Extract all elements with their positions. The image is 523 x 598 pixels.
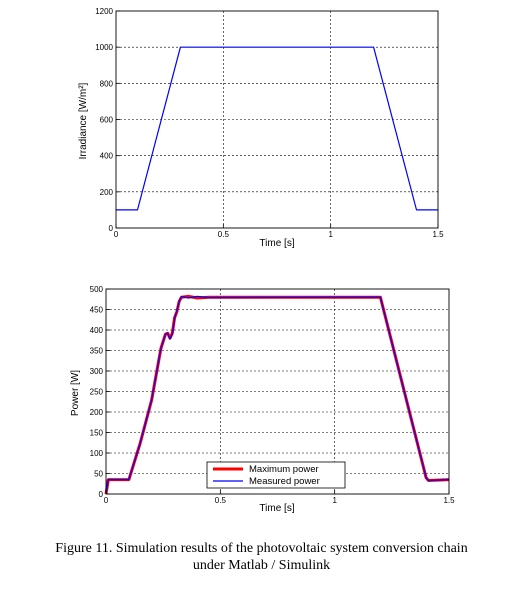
power-x-tick-label: 0.5 [215,496,227,505]
power-plot-border [105,288,450,495]
irradiance-y-tick-label: 400 [100,152,114,161]
irradiance-x-tick-label: 1.5 [432,230,444,239]
irradiance-y-tick-label: 1000 [95,43,113,52]
irradiance-y-tick-label: 1200 [95,7,113,16]
top-y-axis-label: Irradiance [W/m²] [78,82,89,159]
irradiance-x-tick-label: 0 [114,230,119,239]
power-y-tick-label: 150 [90,429,104,438]
power-x-tick-label: 1.5 [443,496,455,505]
caption-line-2: under Matlab / Simulink [192,558,331,573]
power-y-tick-label: 0 [99,490,104,499]
caption-line-1: Figure 11. Simulation results of the pho… [55,541,468,556]
power-y-tick-label: 200 [90,408,104,417]
irradiance-x-tick-label: 1 [328,230,333,239]
power-series-line-measured-power [105,295,450,495]
power-y-tick-label: 300 [90,367,104,376]
irradiance-y-tick-label: 600 [100,116,114,125]
power-y-tick-label: 500 [90,285,104,294]
power-x-tick-label: 0 [104,496,109,505]
power-x-tick-label: 1 [332,496,337,505]
irradiance-y-tick-label: 800 [100,79,114,88]
top-x-axis-label: Time [s] [259,238,294,249]
irradiance-y-tick-label: 200 [100,188,114,197]
legend: Maximum power Measured power [206,461,346,489]
legend-label-measured-power: Measured power [249,476,320,487]
irradiance-x-tick-label: 0.5 [218,230,230,239]
bottom-x-axis-label: Time [s] [259,503,294,514]
irradiance-y-tick-label: 0 [109,224,114,233]
irradiance-plot-border [115,10,439,229]
legend-box [206,461,346,489]
power-y-tick-label: 50 [94,470,103,479]
power-y-tick-label: 100 [90,449,104,458]
power-y-tick-label: 250 [90,388,104,397]
power-y-tick-label: 450 [90,306,104,315]
power-y-tick-label: 400 [90,326,104,335]
power-y-tick-label: 350 [90,347,104,356]
bottom-y-axis-label: Power [W] [70,370,81,416]
figure-caption: Figure 11. Simulation results of the pho… [0,540,523,574]
legend-label-maximum-power: Maximum power [249,464,319,475]
irradiance-series-line-irradiance [116,46,438,211]
